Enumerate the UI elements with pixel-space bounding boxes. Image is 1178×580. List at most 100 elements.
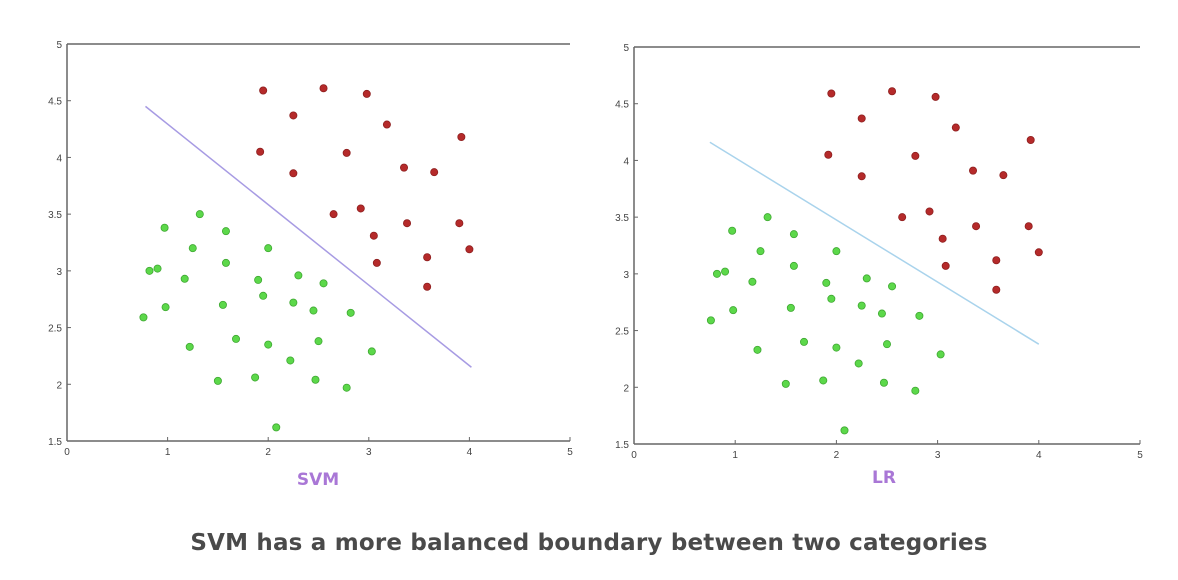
red-class-point: [423, 282, 432, 291]
red-class-point: [951, 123, 960, 132]
green-class-point: [748, 277, 757, 286]
red-class-point: [972, 222, 981, 231]
green-class-point: [789, 230, 798, 239]
red-class-point: [824, 150, 833, 159]
red-class-point: [888, 87, 897, 96]
green-class-point: [259, 291, 268, 300]
red-class-point: [362, 89, 371, 98]
green-class-point: [888, 282, 897, 291]
x-tick-label: 4: [467, 447, 473, 458]
red-class-point: [898, 213, 907, 222]
red-class-point: [999, 171, 1008, 180]
red-class-point: [465, 245, 474, 254]
green-class-point: [232, 334, 241, 343]
decision-boundary-line: [144, 105, 472, 368]
x-tick-label: 2: [265, 447, 271, 458]
green-class-point: [309, 306, 318, 315]
red-class-point: [857, 172, 866, 181]
x-tick-label: 5: [567, 447, 573, 458]
y-tick-label: 4: [623, 156, 629, 167]
red-class-point: [827, 89, 836, 98]
red-class-point: [382, 120, 391, 129]
green-class-point: [160, 223, 169, 232]
red-class-point: [931, 92, 940, 101]
red-class-point: [259, 86, 268, 95]
green-class-point: [781, 379, 790, 388]
x-tick-label: 1: [732, 450, 738, 461]
chart-method-label: LR: [872, 468, 896, 488]
green-class-point: [832, 343, 841, 352]
green-class-point: [319, 279, 328, 288]
figure-area: 0 1 2 3 4 5 1.5 2 2.5 3 3.5 4 4.5 5 SVM 0 1 2 3 4 5 1.5 2 2.5 3…: [48, 40, 1143, 490]
green-class-point: [706, 316, 715, 325]
y-tick-label: 5: [56, 40, 62, 51]
red-class-point: [400, 163, 409, 172]
green-class-point: [153, 264, 162, 273]
comparison-charts: 0 1 2 3 4 5 1.5 2 2.5 3 3.5 4 4.5 5 SVM 0 1 2 3 4 5 1.5 2 2.5 3…: [48, 40, 1143, 490]
green-class-point: [911, 386, 920, 395]
y-tick-label: 4: [56, 153, 62, 164]
green-class-point: [789, 261, 798, 270]
green-class-point: [185, 342, 194, 351]
x-tick-label: 5: [1137, 450, 1143, 461]
y-tick-label: 2: [56, 380, 62, 391]
x-tick-label: 2: [834, 450, 840, 461]
red-class-point: [372, 258, 381, 267]
green-class-point: [728, 226, 737, 235]
green-class-point: [311, 375, 320, 384]
red-class-point: [423, 253, 432, 262]
green-class-point: [763, 213, 772, 222]
red-class-point: [1024, 222, 1033, 231]
red-class-point: [329, 210, 338, 219]
y-tick-label: 3: [56, 267, 62, 278]
green-class-point: [346, 308, 355, 317]
y-tick-label: 1.5: [48, 437, 62, 448]
green-class-point: [800, 337, 809, 346]
figure-caption: SVM has a more balanced boundary between…: [190, 530, 988, 556]
green-class-point: [862, 274, 871, 283]
green-class-point: [936, 350, 945, 359]
red-class-point: [455, 219, 464, 228]
green-class-point: [139, 313, 148, 322]
green-class-point: [221, 227, 230, 236]
green-class-point: [883, 340, 892, 349]
red-class-point: [342, 148, 351, 157]
green-class-point: [254, 275, 263, 284]
red-class-point: [925, 207, 934, 216]
green-class-point: [251, 373, 260, 382]
green-class-point: [721, 267, 730, 276]
green-class-point: [915, 311, 924, 320]
red-class-point: [911, 151, 920, 160]
green-class-point: [879, 378, 888, 387]
red-class-point: [1034, 248, 1043, 257]
green-class-point: [827, 294, 836, 303]
red-class-point: [941, 261, 950, 270]
red-class-point: [430, 168, 439, 177]
green-class-point: [294, 271, 303, 280]
svm-chart-panel: 0 1 2 3 4 5 1.5 2 2.5 3 3.5 4 4.5 5 SVM: [48, 40, 573, 490]
green-class-point: [819, 376, 828, 385]
red-class-point: [369, 231, 378, 240]
x-tick-label: 1: [165, 447, 171, 458]
red-class-point: [289, 111, 298, 120]
red-class-point: [457, 133, 466, 142]
red-class-point: [938, 234, 947, 243]
red-class-point: [356, 204, 365, 213]
red-class-point: [289, 169, 298, 178]
y-tick-label: 4.5: [48, 97, 62, 108]
red-class-point: [1026, 136, 1035, 145]
green-class-point: [832, 247, 841, 256]
green-class-point: [221, 258, 230, 267]
y-tick-label: 1.5: [615, 440, 629, 451]
green-class-point: [877, 309, 886, 318]
green-class-point: [753, 345, 762, 354]
green-class-point: [367, 347, 376, 356]
red-class-point: [992, 256, 1001, 265]
red-class-point: [403, 219, 412, 228]
chart-method-label: SVM: [297, 470, 339, 490]
green-class-point: [786, 303, 795, 312]
y-tick-label: 3.5: [48, 210, 62, 221]
x-tick-label: 0: [631, 450, 637, 461]
green-class-point: [289, 298, 298, 307]
x-tick-label: 0: [64, 447, 70, 458]
